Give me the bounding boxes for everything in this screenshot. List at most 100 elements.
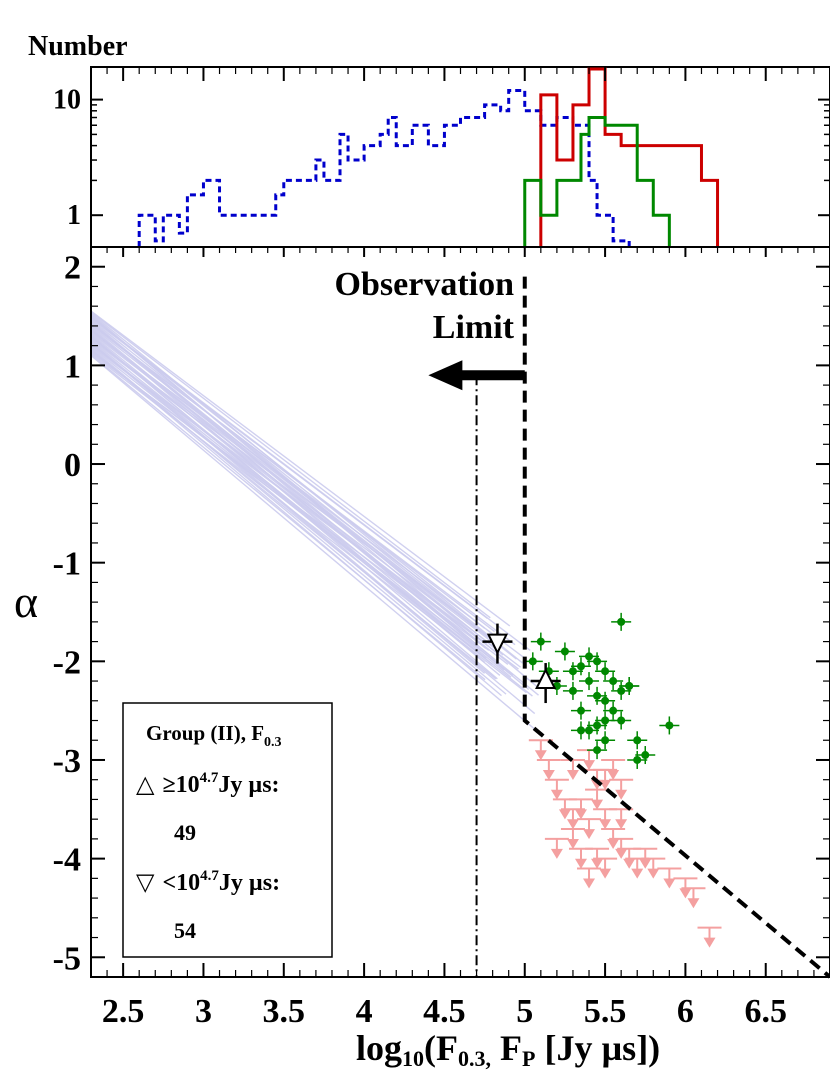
observation-limit-line <box>522 276 830 979</box>
upper-limit-arrow <box>615 789 628 800</box>
detection-point <box>601 667 610 676</box>
detection-point <box>609 677 618 686</box>
detection-point <box>609 706 618 715</box>
detection-point <box>585 677 594 686</box>
histogram-panel: Number 10 1 <box>28 31 830 248</box>
upper-limit-arrow <box>599 779 612 790</box>
marker-up-triangle <box>535 667 557 690</box>
legend-box <box>122 702 333 958</box>
detection-point <box>576 726 585 735</box>
histogram-series-group-II <box>523 116 671 247</box>
model-curve <box>90 312 524 664</box>
y-tick-label: -1 <box>53 546 81 583</box>
histogram-ylabel: Number <box>28 31 128 62</box>
main-ylabel: α <box>14 576 38 627</box>
model-curve <box>90 323 496 633</box>
model-curve <box>90 311 491 619</box>
upper-limit-arrow <box>663 878 676 889</box>
detection-point <box>593 721 602 730</box>
model-curve <box>90 313 487 649</box>
model-curve <box>90 327 486 663</box>
detection-point <box>625 681 634 690</box>
x-tick-label: 4 <box>356 993 373 1030</box>
upper-limit-arrow <box>687 898 700 909</box>
upper-limit-arrow <box>566 819 579 830</box>
model-curve <box>90 340 536 715</box>
detection-point <box>528 657 537 666</box>
legend-count-2: 54 <box>174 918 196 943</box>
detection-point <box>593 657 602 666</box>
y-tick-label: -5 <box>53 940 81 977</box>
group-markers <box>482 623 561 704</box>
upper-limit-arrow <box>574 809 587 820</box>
model-curve <box>90 354 542 735</box>
upper-limit-arrow <box>534 750 547 761</box>
model-curve <box>90 333 512 678</box>
detection-point <box>641 751 650 760</box>
x-tick-label: 2.5 <box>102 993 145 1030</box>
x-tick-label: 5.5 <box>584 993 627 1030</box>
y-tick-label: -4 <box>53 842 81 879</box>
detection-point <box>560 647 569 656</box>
upper-limit-arrow <box>639 858 652 869</box>
detection-point <box>601 696 610 705</box>
model-curve <box>90 310 511 627</box>
annotation-line1: Observation <box>335 266 515 303</box>
histogram-tick-label: 10 <box>53 85 81 116</box>
x-tick-label: 5 <box>516 993 533 1030</box>
detection-point <box>665 721 674 730</box>
upper-limit-arrow <box>583 829 596 840</box>
model-curve <box>90 353 486 681</box>
upper-limit-arrow <box>599 868 612 879</box>
upper-limits <box>528 739 722 948</box>
upper-limit-arrow <box>583 760 596 771</box>
y-tick-label: 1 <box>64 348 81 385</box>
upper-limit-arrow <box>558 809 571 820</box>
detection-point <box>593 691 602 700</box>
x-tick-label: 6.5 <box>744 993 787 1030</box>
histogram-series-all <box>137 88 631 247</box>
upper-limit-arrow <box>607 769 620 780</box>
y-tick-label: 0 <box>64 447 81 484</box>
upper-limit-arrow <box>599 819 612 830</box>
legend: Group (II), F0.3 △ ≥104.7Jy µs: 49 ▽ <104.… <box>122 702 333 958</box>
upper-limit-arrow <box>591 799 604 810</box>
model-curve <box>90 319 517 660</box>
model-curve <box>90 321 505 671</box>
detection-point <box>633 755 642 764</box>
main-xlabel: log10(F0.3, FP [Jy µs]) <box>356 1028 660 1071</box>
detection-point <box>633 736 642 745</box>
upper-limit-arrow <box>615 848 628 859</box>
y-tick-label: -2 <box>53 644 81 681</box>
upper-limit-arrow <box>623 858 636 869</box>
upper-limit-arrow <box>631 868 644 879</box>
upper-limit-arrow <box>615 819 628 830</box>
histogram-frame <box>90 66 830 248</box>
legend-entry-2: ▽ <104.7Jy µs: <box>136 868 280 896</box>
x-tick-label: 3.5 <box>263 993 306 1030</box>
model-band <box>90 310 542 735</box>
detection-point <box>576 662 585 671</box>
detection-point <box>576 706 585 715</box>
model-curve <box>90 347 507 695</box>
model-curve <box>90 348 502 697</box>
detection-point <box>568 686 577 695</box>
detection-point <box>593 746 602 755</box>
histogram-series <box>137 67 720 247</box>
model-curve <box>90 341 486 674</box>
upper-limit-arrow <box>679 888 692 899</box>
detection-point <box>601 716 610 725</box>
x-tick-label: 6 <box>677 993 694 1030</box>
detection-point <box>568 667 577 676</box>
detection-point <box>601 736 610 745</box>
model-curve <box>90 320 495 660</box>
histogram-y-ticks: 10 1 <box>53 85 830 231</box>
upper-limit-arrow <box>566 769 579 780</box>
detection-point <box>617 716 626 725</box>
detection-point <box>585 652 594 661</box>
legend-title: Group (II), F0.3 <box>146 721 282 750</box>
annotation-line2: Limit <box>433 309 515 346</box>
arrow-head <box>428 360 463 391</box>
